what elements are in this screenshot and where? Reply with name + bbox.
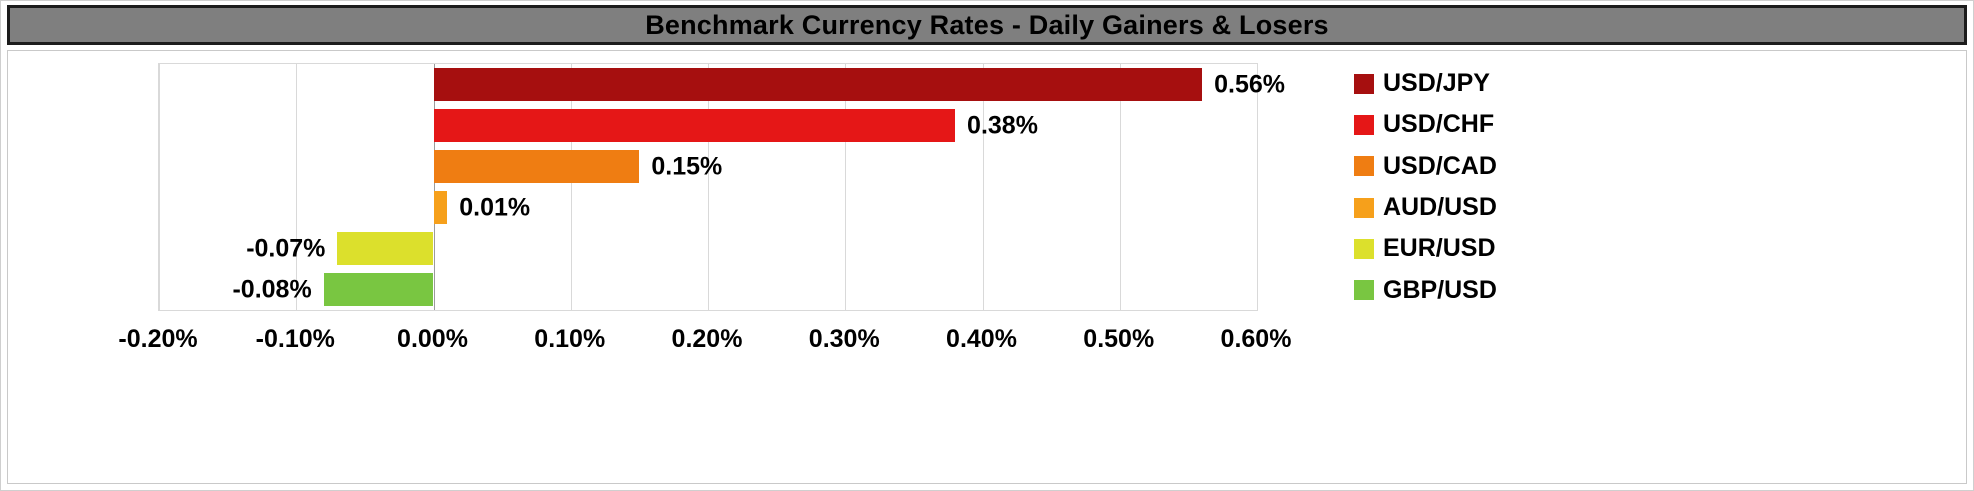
legend-label-gbp-usd: GBP/USD <box>1383 275 1497 304</box>
legend-item-eur-usd: EUR/USD <box>1354 234 1497 263</box>
gridline <box>570 64 572 310</box>
legend-item-aud-usd: AUD/USD <box>1354 193 1497 222</box>
gridline <box>159 64 160 310</box>
bar-aud-usd <box>433 191 448 224</box>
x-tick-label: 0.40% <box>946 325 1017 353</box>
legend-item-usd-cad: USD/CAD <box>1354 152 1497 181</box>
legend-label-eur-usd: EUR/USD <box>1383 234 1496 263</box>
bar-usd-jpy <box>433 68 1203 101</box>
gridline <box>982 64 984 310</box>
bar-value-label-usd-jpy: 0.56% <box>1214 70 1285 98</box>
bar-value-label-eur-usd: -0.07% <box>246 234 326 262</box>
gridline <box>708 64 709 310</box>
legend-label-usd-chf: USD/CHF <box>1383 110 1495 139</box>
gridline <box>845 64 847 310</box>
legend-label-usd-cad: USD/CAD <box>1383 151 1497 180</box>
legend-swatch-eur-usd <box>1354 238 1374 259</box>
legend-item-gbp-usd: GBP/USD <box>1354 276 1497 305</box>
bar-gbp-usd <box>323 273 434 306</box>
x-tick-label: 0.50% <box>1083 325 1155 353</box>
x-tick-label: -0.10% <box>255 325 335 353</box>
legend-swatch-aud-usd <box>1354 197 1374 218</box>
bar-value-label-aud-usd: 0.01% <box>459 193 531 221</box>
legend-swatch-gbp-usd <box>1354 280 1374 301</box>
legend-swatch-usd-cad <box>1354 156 1374 177</box>
bar-usd-cad <box>433 150 640 183</box>
x-tick-label: 0.60% <box>1220 325 1292 353</box>
x-tick-label: 0.10% <box>534 325 606 353</box>
bar-value-label-usd-cad: 0.15% <box>651 152 723 180</box>
bar-value-label-usd-chf: 0.38% <box>967 111 1038 139</box>
gridline <box>296 64 298 310</box>
x-tick-label: -0.20% <box>118 325 198 353</box>
legend-item-usd-jpy: USD/JPY <box>1354 69 1497 98</box>
x-tick-label: 0.30% <box>808 325 880 353</box>
chart-area: 0.56% 0.38% 0.15% 0.01% -0.07% -0.08% -0.20% -… <box>7 50 1967 484</box>
chart-title-bar: Benchmark Currency Rates - Daily Gainers… <box>7 5 1967 45</box>
bar-value-label-gbp-usd: -0.08% <box>232 275 312 303</box>
zero-axis-line <box>433 64 435 310</box>
x-axis: -0.20% -0.10% 0.00% 0.10% 0.20% 0.30% 0.40% 0.5… <box>118 325 1291 359</box>
legend-item-usd-chf: USD/CHF <box>1354 110 1497 139</box>
legend-label-aud-usd: AUD/USD <box>1383 193 1497 222</box>
bar-usd-chf <box>433 109 956 142</box>
chart-title: Benchmark Currency Rates - Daily Gainers… <box>645 9 1329 40</box>
plot-area: 0.56% 0.38% 0.15% 0.01% -0.07% -0.08% <box>158 63 1285 311</box>
legend-label-usd-jpy: USD/JPY <box>1383 69 1490 98</box>
legend-swatch-usd-jpy <box>1354 73 1374 94</box>
x-tick-label: 0.20% <box>671 325 743 353</box>
legend-swatch-usd-chf <box>1354 114 1374 135</box>
bar-eur-usd <box>337 232 434 265</box>
legend: USD/JPY USD/CHF USD/CAD AUD/USD EUR/USD GBP/U… <box>1354 63 1497 311</box>
x-tick-label: 0.00% <box>397 325 468 353</box>
gridline <box>1257 64 1258 310</box>
gridline <box>1119 64 1121 310</box>
